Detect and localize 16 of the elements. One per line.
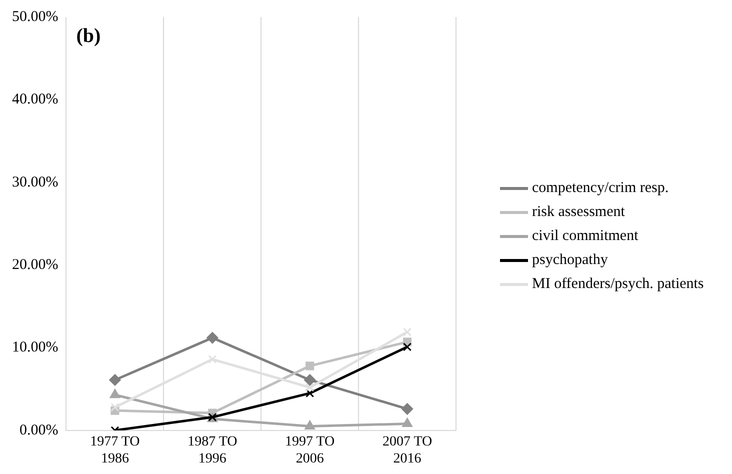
y-tick-label: 10.00%	[12, 340, 58, 356]
chart-title: (b)	[76, 25, 101, 48]
y-tick-label: 0.00%	[19, 422, 58, 438]
y-tick-label: 20.00%	[12, 256, 58, 273]
x-tick-label: 1977 TO 1986	[90, 434, 140, 466]
legend-label: civil commitment	[532, 228, 638, 244]
x-tick-label: 2007 TO 2016	[382, 434, 432, 466]
legend-label: psychopathy	[532, 252, 608, 268]
y-tick-label: 30.00%	[12, 174, 58, 190]
x-tick-label: 1987 TO 1996	[188, 434, 238, 466]
y-tick-label: 40.00%	[12, 92, 58, 108]
x-tick-label: 1997 TO 2006	[285, 434, 335, 466]
y-tick-label: 50.00%	[12, 8, 58, 25]
legend-label: competency/crim resp.	[532, 180, 669, 196]
legend-label: MI offenders/psych. patients	[532, 276, 704, 292]
legend-label: risk assessment	[532, 204, 625, 220]
